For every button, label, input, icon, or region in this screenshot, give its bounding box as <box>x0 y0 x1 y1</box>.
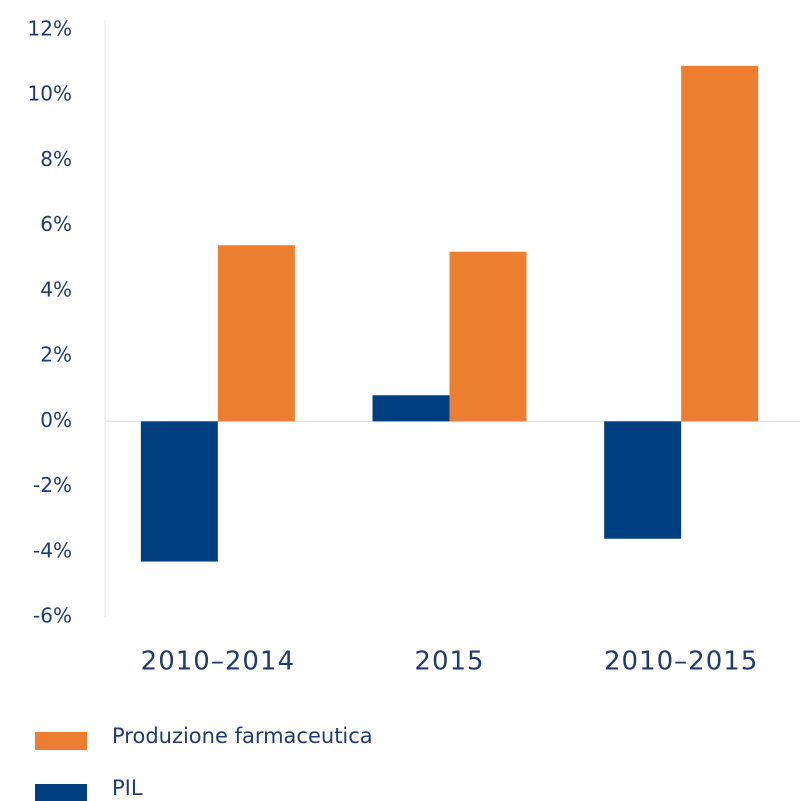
y-tick-label: 2% <box>40 343 72 367</box>
legend-label: PIL <box>112 776 143 800</box>
legend-swatch <box>35 732 87 750</box>
y-tick-label: -2% <box>33 473 72 497</box>
bar <box>217 245 295 422</box>
bar <box>604 421 682 539</box>
y-tick-label: -4% <box>33 538 72 562</box>
y-tick-label: 10% <box>28 82 72 106</box>
y-tick-label: 8% <box>40 147 72 171</box>
x-tick-label: 2010–2014 <box>141 647 295 677</box>
x-tick-label: 2015 <box>414 647 484 677</box>
y-tick-label: 0% <box>40 408 72 432</box>
legend-label: Produzione farmaceutica <box>112 724 373 748</box>
y-tick-label: -6% <box>33 604 72 628</box>
bar <box>372 395 450 422</box>
x-tick-label: 2010–2015 <box>604 647 758 677</box>
y-tick-label: 6% <box>40 212 72 236</box>
bar <box>449 251 527 422</box>
bar <box>681 65 759 422</box>
y-tick-label: 4% <box>40 277 72 301</box>
bar <box>140 421 218 562</box>
y-tick-label: 12% <box>28 17 72 41</box>
legend-swatch <box>35 784 87 801</box>
